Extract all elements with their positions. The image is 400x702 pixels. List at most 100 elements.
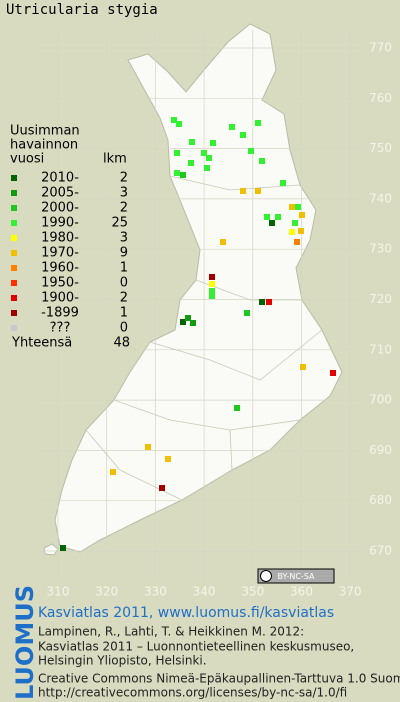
y-label: 730	[369, 242, 392, 256]
legend-label: 2010-	[41, 171, 79, 186]
headline: Kasviatlas 2011, www.luomus.fi/kasviatla…	[38, 605, 334, 621]
observation	[145, 444, 151, 450]
cc-badge: BY-NC-SA	[257, 568, 335, 584]
observation	[248, 148, 254, 154]
x-label: 340	[193, 585, 216, 599]
observation	[209, 281, 215, 287]
legend-label: -1899	[41, 306, 79, 321]
observation	[188, 160, 194, 166]
observation	[190, 320, 196, 326]
observation	[240, 132, 246, 138]
observation	[209, 288, 215, 294]
license: http://creativecommons.org/licenses/by-n…	[38, 686, 347, 700]
observation	[60, 545, 66, 551]
observation	[259, 299, 265, 305]
legend-swatch	[11, 250, 17, 256]
legend-count: 2	[120, 201, 128, 216]
y-label: 720	[369, 292, 392, 306]
finland-outline	[54, 23, 343, 553]
legend-label: 1990-	[41, 216, 79, 231]
legend-label: 1960-	[41, 261, 79, 276]
legend-count: 9	[120, 246, 128, 261]
x-label: 360	[290, 585, 313, 599]
observation	[206, 155, 212, 161]
y-label: 690	[369, 443, 392, 457]
observation	[292, 220, 298, 226]
badge-text: BY-NC-SA	[277, 572, 315, 581]
legend-count: 2	[120, 171, 128, 186]
observation	[209, 293, 215, 299]
observation	[159, 485, 165, 491]
legend-swatch	[11, 235, 17, 241]
legend-heading: Uusimman	[10, 124, 80, 139]
y-label: 750	[369, 141, 392, 155]
legend-count: 1	[120, 306, 128, 321]
observation	[240, 188, 246, 194]
observation	[220, 239, 226, 245]
observations	[60, 117, 336, 551]
legend-heading: vuosi	[10, 152, 44, 167]
y-label: 760	[369, 91, 392, 105]
legend-count: 0	[120, 321, 128, 336]
legend-count: 3	[120, 231, 128, 246]
y-label: 710	[369, 342, 392, 356]
x-label: 320	[95, 585, 118, 599]
observation	[110, 469, 116, 475]
observation	[275, 214, 281, 220]
x-label: 330	[144, 585, 167, 599]
legend-total-label: Yhteensä	[11, 336, 72, 351]
observation	[266, 299, 272, 305]
legend-swatch	[11, 280, 17, 286]
observation	[289, 229, 295, 235]
legend-swatch	[11, 175, 17, 181]
observation	[174, 150, 180, 156]
observation	[294, 239, 300, 245]
observation	[210, 140, 216, 146]
observation	[295, 204, 301, 210]
observation	[229, 124, 235, 130]
observation	[174, 170, 180, 176]
legend-total: 48	[113, 336, 130, 351]
cc-logo	[260, 570, 272, 582]
legend-label: ???	[50, 321, 71, 336]
citation: Lampinen, R., Lahti, T. & Heikkinen M. 2…	[38, 625, 304, 639]
license: Creative Commons Nimeä-Epäkaupallinen-Ta…	[38, 672, 400, 686]
legend-swatch	[11, 325, 17, 331]
observation	[299, 212, 305, 218]
y-label: 770	[369, 41, 392, 55]
brand: LUOMUS	[11, 585, 39, 700]
legend-label: 1980-	[41, 231, 79, 246]
legend-count: 2	[120, 291, 128, 306]
observation	[185, 315, 191, 321]
legend-swatch	[11, 265, 17, 271]
x-label: 350	[241, 585, 264, 599]
legend-swatch	[11, 310, 17, 316]
observation	[289, 204, 295, 210]
observation	[298, 228, 304, 234]
observation	[234, 405, 240, 411]
legend-label: 2000-	[41, 201, 79, 216]
legend-heading: lkm	[103, 152, 127, 167]
title: Utricularia stygia	[6, 2, 158, 18]
legend-swatch	[11, 220, 17, 226]
citation: Kasviatlas 2011 – Luonnontieteellinen ke…	[38, 640, 354, 654]
observation	[264, 214, 270, 220]
legend-count: 3	[120, 186, 128, 201]
legend-count: 1	[120, 261, 128, 276]
grid	[40, 30, 362, 580]
observation	[280, 180, 286, 186]
observation	[259, 158, 265, 164]
legend-count: 0	[120, 276, 128, 291]
observation	[180, 172, 186, 178]
legend-swatch	[11, 205, 17, 211]
observation	[201, 150, 207, 156]
legend-swatch	[11, 295, 17, 301]
legend-label: 1900-	[41, 291, 79, 306]
legend-label: 1970-	[41, 246, 79, 261]
observation	[165, 456, 171, 462]
legend-count: 25	[111, 216, 128, 231]
legend-swatch	[11, 190, 17, 196]
observation	[180, 319, 186, 325]
